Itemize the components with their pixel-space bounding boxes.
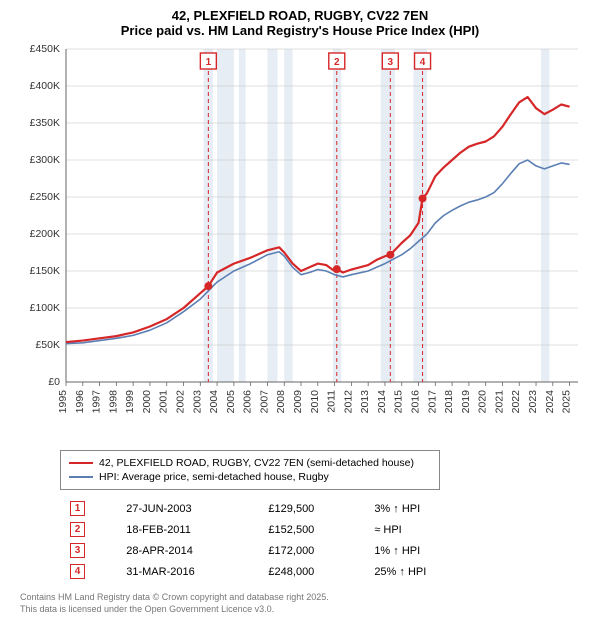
svg-text:2003: 2003	[191, 390, 203, 414]
svg-text:2014: 2014	[376, 390, 388, 414]
sale-price: £172,000	[258, 540, 364, 561]
svg-text:4: 4	[420, 57, 426, 68]
attribution-footer: Contains HM Land Registry data © Crown c…	[20, 592, 590, 615]
svg-text:£400K: £400K	[30, 80, 60, 92]
sale-date: 27-JUN-2003	[116, 498, 258, 519]
svg-text:2006: 2006	[242, 390, 254, 414]
svg-text:2025: 2025	[561, 390, 573, 414]
svg-text:2012: 2012	[342, 390, 354, 414]
sale-price: £248,000	[258, 561, 364, 582]
svg-text:£250K: £250K	[30, 191, 60, 203]
svg-text:2016: 2016	[410, 390, 422, 414]
sale-price: £129,500	[258, 498, 364, 519]
sale-price: £152,500	[258, 519, 364, 540]
svg-text:£0: £0	[48, 376, 60, 388]
legend-label: 42, PLEXFIELD ROAD, RUGBY, CV22 7EN (sem…	[99, 457, 414, 469]
price-chart: £0 £50K £100K £150K £200K £250K £300K £350K £400…	[16, 44, 586, 444]
svg-text:2018: 2018	[443, 390, 455, 414]
sale-delta: ≈ HPI	[364, 519, 480, 540]
table-row: 3 28-APR-2014£172,0001% ↑ HPI	[60, 540, 480, 561]
legend-swatch	[69, 462, 93, 465]
sale-date: 28-APR-2014	[116, 540, 258, 561]
sale-date: 31-MAR-2016	[116, 561, 258, 582]
table-row: 4 31-MAR-2016£248,00025% ↑ HPI	[60, 561, 480, 582]
sale-delta: 3% ↑ HPI	[364, 498, 480, 519]
legend-swatch	[69, 476, 93, 478]
table-row: 1 27-JUN-2003£129,5003% ↑ HPI	[60, 498, 480, 519]
svg-text:1999: 1999	[124, 390, 136, 414]
svg-text:£300K: £300K	[30, 154, 60, 166]
svg-text:1: 1	[206, 57, 212, 68]
svg-text:2: 2	[334, 57, 340, 68]
sales-table: 1 27-JUN-2003£129,5003% ↑ HPI 2 18-FEB-2011…	[60, 498, 480, 582]
svg-text:£450K: £450K	[30, 44, 60, 55]
title-subtitle: Price paid vs. HM Land Registry's House …	[10, 23, 590, 38]
title-address: 42, PLEXFIELD ROAD, RUGBY, CV22 7EN	[10, 8, 590, 23]
svg-text:2022: 2022	[510, 390, 522, 414]
sale-delta: 25% ↑ HPI	[364, 561, 480, 582]
svg-text:2008: 2008	[275, 390, 287, 414]
svg-text:2007: 2007	[258, 390, 270, 414]
svg-text:£100K: £100K	[30, 302, 60, 314]
svg-text:1997: 1997	[91, 390, 103, 414]
svg-text:£150K: £150K	[30, 265, 60, 277]
table-row: 2 18-FEB-2011£152,500≈ HPI	[60, 519, 480, 540]
sale-date: 18-FEB-2011	[116, 519, 258, 540]
svg-text:2001: 2001	[158, 390, 170, 414]
svg-text:2009: 2009	[292, 390, 304, 414]
svg-text:£200K: £200K	[30, 228, 60, 240]
svg-text:2017: 2017	[426, 390, 438, 414]
chart-title-block: 42, PLEXFIELD ROAD, RUGBY, CV22 7EN Pric…	[10, 8, 590, 38]
legend-label: HPI: Average price, semi-detached house,…	[99, 471, 329, 483]
sale-marker-badge: 4	[70, 564, 85, 579]
legend-item: HPI: Average price, semi-detached house,…	[69, 471, 431, 483]
svg-text:£50K: £50K	[35, 339, 60, 351]
svg-text:2000: 2000	[141, 390, 153, 414]
svg-text:2024: 2024	[544, 390, 556, 414]
svg-text:2005: 2005	[225, 390, 237, 414]
sale-marker-badge: 1	[70, 501, 85, 516]
svg-text:2021: 2021	[493, 390, 505, 414]
svg-text:2015: 2015	[393, 390, 405, 414]
svg-text:1996: 1996	[74, 390, 86, 414]
footer-line-2: This data is licensed under the Open Gov…	[20, 604, 590, 616]
svg-text:£350K: £350K	[30, 117, 60, 129]
svg-text:3: 3	[388, 57, 394, 68]
svg-text:2011: 2011	[326, 390, 338, 413]
sale-marker-badge: 2	[70, 522, 85, 537]
svg-text:2010: 2010	[309, 390, 321, 414]
svg-text:2004: 2004	[208, 390, 220, 414]
chart-area: £0 £50K £100K £150K £200K £250K £300K £350K £400…	[16, 44, 586, 444]
svg-text:1995: 1995	[57, 390, 69, 414]
legend-item: 42, PLEXFIELD ROAD, RUGBY, CV22 7EN (sem…	[69, 457, 431, 469]
sale-marker-badge: 3	[70, 543, 85, 558]
svg-text:1998: 1998	[107, 390, 119, 414]
legend: 42, PLEXFIELD ROAD, RUGBY, CV22 7EN (sem…	[60, 450, 440, 490]
sale-delta: 1% ↑ HPI	[364, 540, 480, 561]
svg-text:2002: 2002	[175, 390, 187, 414]
svg-text:2020: 2020	[477, 390, 489, 414]
svg-text:2013: 2013	[359, 390, 371, 414]
svg-text:2023: 2023	[527, 390, 539, 414]
svg-text:2019: 2019	[460, 390, 472, 414]
footer-line-1: Contains HM Land Registry data © Crown c…	[20, 592, 590, 604]
